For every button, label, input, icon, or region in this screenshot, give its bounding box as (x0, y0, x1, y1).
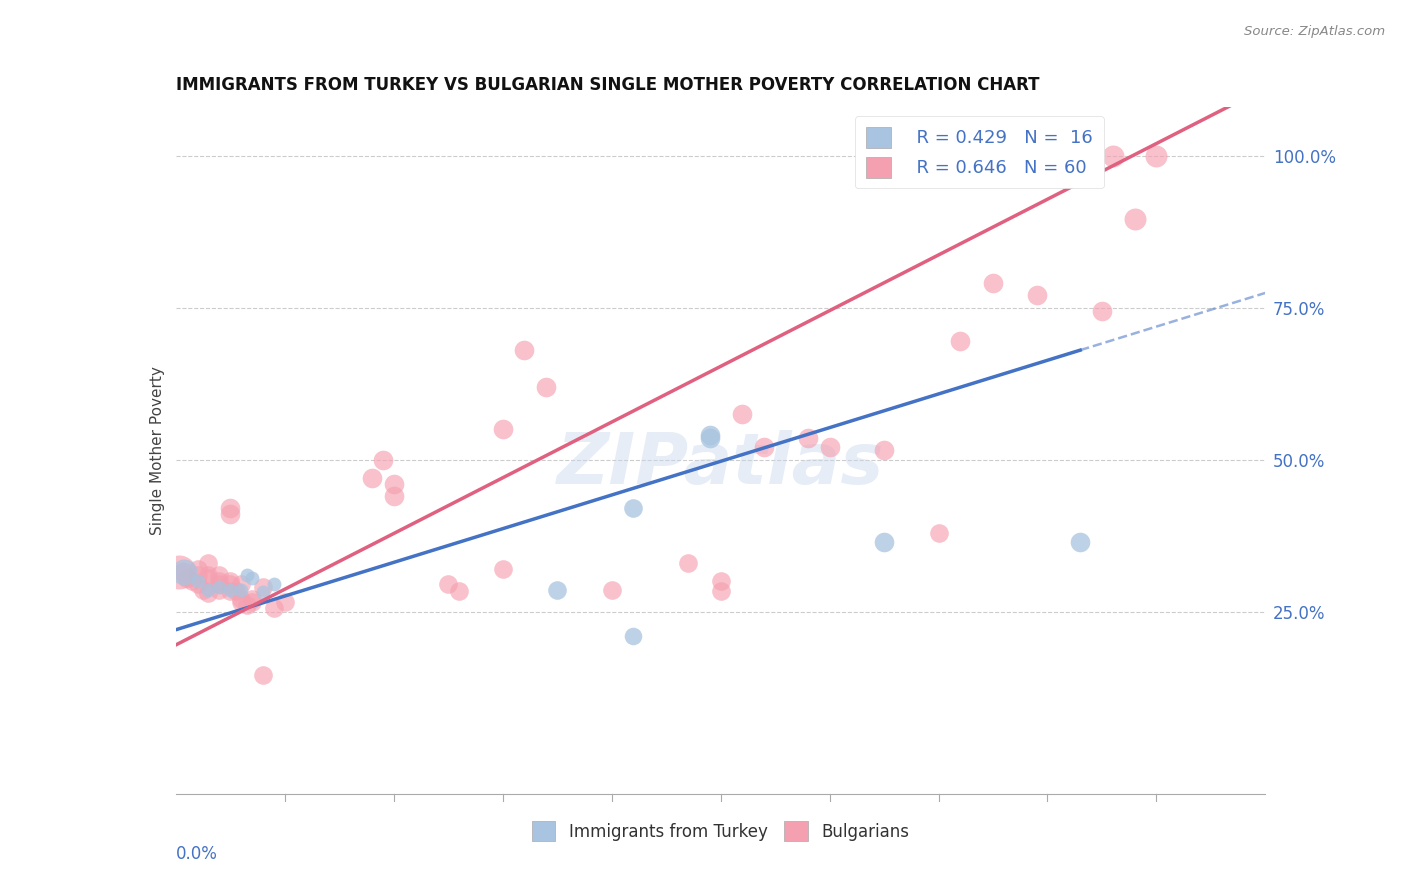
Point (1091, 303, 1114, 318)
Point (173, 565, 195, 579)
Text: ZIPatlas: ZIPatlas (557, 430, 884, 499)
Point (513, 343, 536, 358)
Point (219, 574, 242, 589)
Point (197, 583, 219, 598)
Point (371, 452, 394, 467)
Point (219, 584, 242, 599)
Point (181, 574, 204, 589)
Point (197, 586, 219, 600)
Point (797, 431, 820, 445)
Point (240, 571, 263, 585)
Point (197, 568, 219, 582)
Point (949, 334, 972, 348)
Point (186, 568, 209, 582)
Point (873, 534, 896, 549)
Point (360, 471, 382, 485)
Point (219, 501, 242, 516)
Point (621, 629, 644, 643)
Point (546, 583, 568, 598)
Point (197, 571, 219, 585)
Point (231, 577, 253, 591)
Y-axis label: Single Mother Poverty: Single Mother Poverty (149, 366, 165, 535)
Point (1123, 212, 1146, 227)
Point (191, 583, 214, 598)
Point (382, 476, 405, 491)
Point (176, 571, 198, 585)
Point (235, 568, 257, 582)
Point (263, 577, 285, 591)
Point (534, 379, 557, 393)
Point (676, 556, 699, 570)
Point (252, 668, 274, 682)
Point (1025, 288, 1047, 302)
Point (621, 501, 644, 516)
Point (252, 580, 274, 594)
Point (754, 441, 776, 455)
Point (710, 584, 733, 599)
Point (1069, 534, 1091, 549)
Point (274, 595, 297, 609)
Point (186, 562, 209, 576)
Point (219, 508, 242, 522)
Point (382, 489, 405, 503)
Point (208, 577, 231, 591)
Point (186, 574, 209, 589)
Point (231, 595, 253, 609)
Point (219, 577, 242, 591)
Point (818, 441, 841, 455)
Point (208, 583, 231, 598)
Point (197, 556, 219, 570)
Point (231, 583, 253, 598)
Point (208, 580, 231, 594)
Point (447, 584, 470, 599)
Point (699, 431, 721, 445)
Text: IMMIGRANTS FROM TURKEY VS BULGARIAN SINGLE MOTHER POVERTY CORRELATION CHART: IMMIGRANTS FROM TURKEY VS BULGARIAN SING… (176, 77, 1039, 95)
Point (208, 574, 231, 589)
Point (710, 574, 733, 589)
Point (437, 577, 460, 591)
Point (492, 422, 515, 436)
Point (928, 525, 950, 540)
Point (731, 407, 754, 421)
Text: Source: ZipAtlas.com: Source: ZipAtlas.com (1244, 25, 1385, 38)
Point (231, 592, 253, 607)
Point (240, 595, 263, 609)
Point (981, 277, 1004, 291)
Point (167, 565, 190, 579)
Point (873, 443, 896, 458)
Text: 0.0%: 0.0% (176, 845, 218, 863)
Point (208, 568, 231, 582)
Point (252, 585, 274, 599)
Point (492, 562, 515, 576)
Point (600, 583, 623, 598)
Point (219, 583, 242, 598)
Point (235, 599, 257, 613)
Point (1144, 149, 1167, 163)
Point (186, 577, 209, 591)
Point (263, 601, 285, 615)
Legend: Immigrants from Turkey, Bulgarians: Immigrants from Turkey, Bulgarians (526, 814, 915, 847)
Point (225, 584, 247, 599)
Point (699, 428, 721, 442)
Point (1102, 149, 1125, 163)
Point (172, 565, 194, 579)
Point (240, 592, 263, 607)
